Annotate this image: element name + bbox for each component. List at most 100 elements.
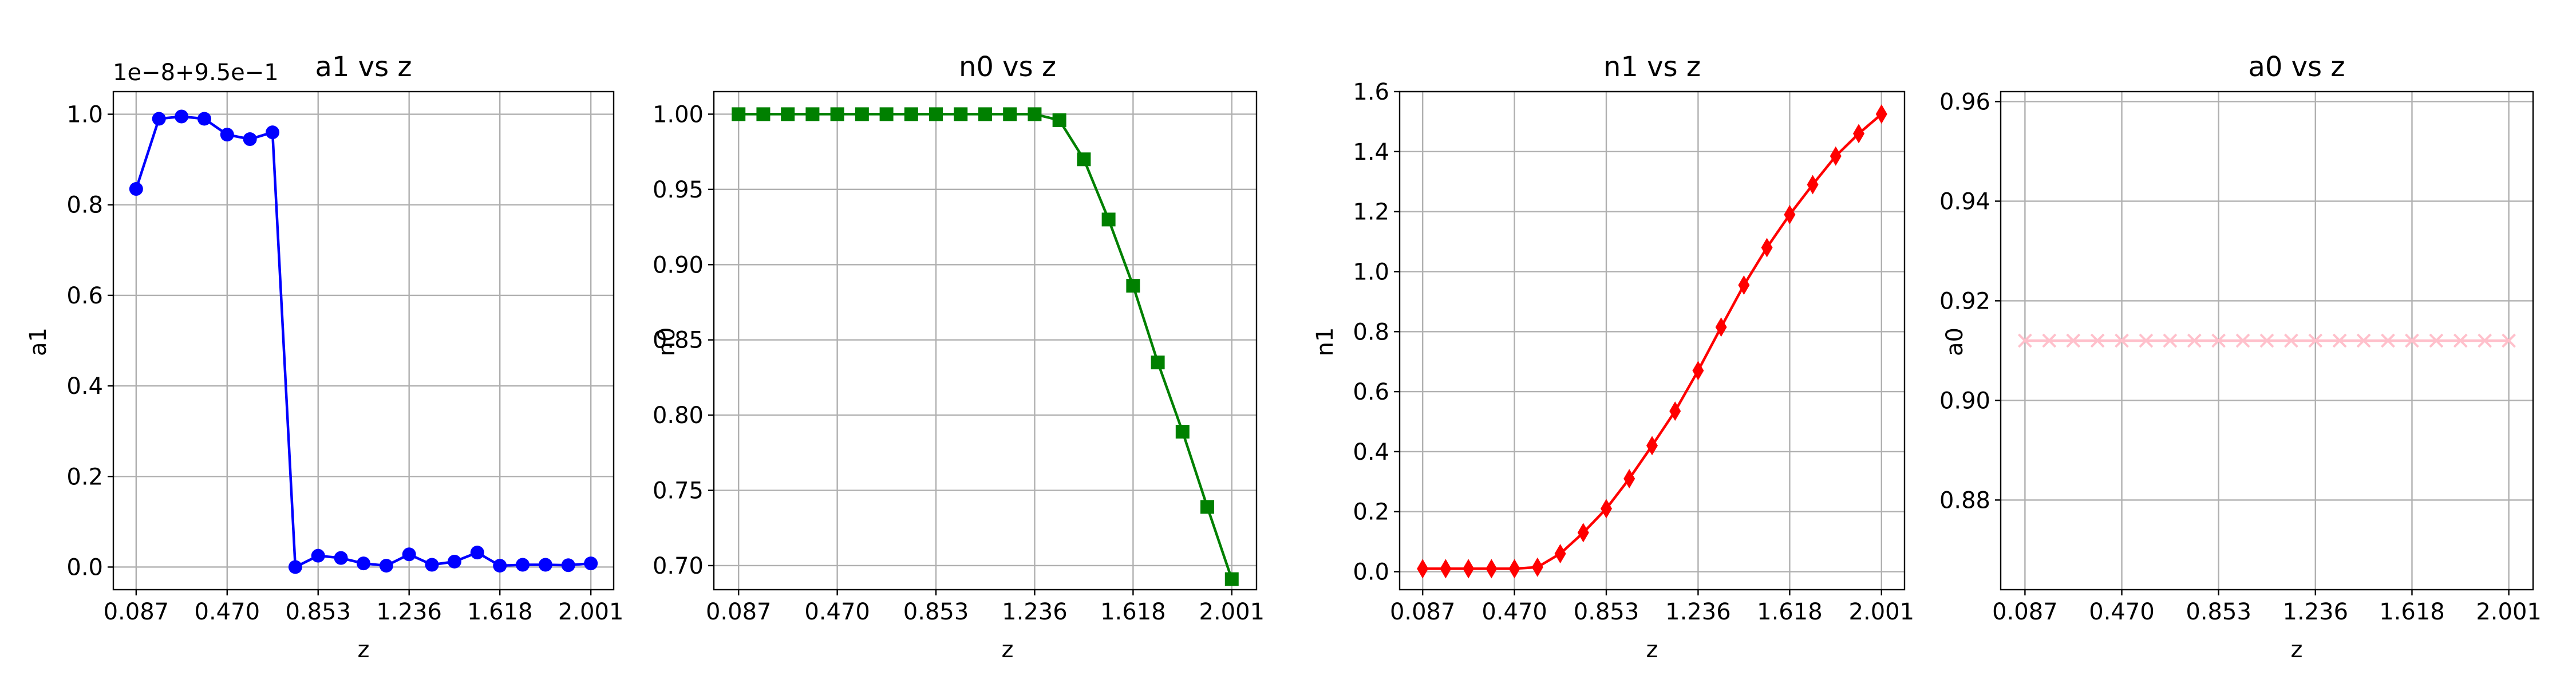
x-tick-label-a1: 0.853: [285, 599, 351, 625]
x-axis-label-n0: z: [1002, 637, 1014, 663]
data-point-a0: [2356, 333, 2371, 348]
x-tick-label-a0: 0.087: [1992, 599, 2058, 625]
y-tick-label-n1: 1.6: [1353, 79, 1389, 105]
y-axis-label-a1: a1: [25, 327, 52, 356]
data-point-n1: [1738, 275, 1750, 295]
data-point-a1: [357, 556, 370, 571]
data-point-a0: [2429, 333, 2444, 348]
data-point-n1: [1830, 146, 1842, 166]
y-tick-label-a1: 1.0: [66, 102, 103, 128]
y-tick-label-n0: 0.90: [653, 252, 704, 278]
data-point-a1: [152, 112, 166, 126]
data-point-n1: [1463, 559, 1475, 579]
x-tick-label-n0: 1.236: [1002, 599, 1068, 625]
data-point-n1: [1623, 469, 1635, 489]
series-line-a1: [135, 115, 591, 568]
data-point-a0: [2405, 333, 2419, 348]
y-axis-label-n1: n1: [1312, 327, 1338, 357]
data-point-n0: [904, 107, 918, 121]
data-point-a1: [402, 547, 416, 562]
data-point-n0: [805, 107, 820, 121]
plot-area-a0: 0.087 0.470 0.853 1.236 1.618 2.001 0.88 0.90 0.…: [1939, 89, 2542, 625]
panel-title-n0: n0 vs z: [959, 51, 1056, 83]
y-tick-label-n0: 1.00: [653, 101, 704, 128]
data-point-a1: [311, 548, 325, 563]
data-point-n1: [1554, 544, 1566, 564]
data-point-a1: [493, 559, 507, 573]
data-point-a1: [584, 556, 598, 571]
data-point-a0: [2453, 333, 2468, 348]
data-point-n1: [1692, 361, 1704, 381]
x-axis-label-n1: z: [1646, 637, 1658, 663]
y-tick-label-n0: 0.95: [653, 177, 704, 203]
data-point-n0: [1151, 356, 1165, 370]
y-tick-label-n1: 0.6: [1353, 379, 1389, 405]
data-point-n0: [1200, 500, 1215, 514]
data-point-n1: [1761, 238, 1773, 258]
x-tick-label-a0: 1.236: [2283, 599, 2349, 625]
data-point-a1: [220, 128, 234, 142]
data-point-n0: [954, 107, 968, 121]
data-point-n1: [1646, 436, 1658, 456]
panel-a0: a0 vs z z a0: [1942, 51, 2345, 663]
data-point-n0: [1003, 107, 1017, 121]
x-tick-label-n1: 0.853: [1574, 599, 1639, 625]
data-point-n0: [781, 107, 795, 121]
y-tick-label-n1: 1.2: [1353, 199, 1389, 226]
y-tick-label-n0: 0.75: [653, 478, 704, 504]
y-tick-label-a1: 0.8: [66, 192, 103, 219]
data-point-n0: [1224, 572, 1239, 586]
data-point-n0: [1077, 152, 1091, 167]
data-point-a1: [516, 558, 530, 572]
data-point-a0: [2115, 333, 2129, 348]
data-point-n0: [756, 107, 771, 121]
data-point-a1: [379, 559, 393, 573]
data-point-a0: [2235, 333, 2250, 348]
panel-title-a1: a1 vs z: [315, 51, 412, 83]
y-tick-label-n0: 0.85: [653, 327, 704, 354]
data-point-a0: [2283, 333, 2298, 348]
data-point-a0: [2163, 333, 2178, 348]
y-axis-label-n0: n0: [654, 327, 680, 357]
axes-frame-a1: [112, 90, 615, 591]
axes-frame-a0: [2000, 90, 2534, 591]
x-tick-label-n0: 1.618: [1100, 599, 1166, 625]
x-tick-label-a1: 0.470: [195, 599, 260, 625]
data-point-a0: [2332, 333, 2347, 348]
data-point-a0: [2211, 333, 2226, 348]
data-point-n0: [855, 107, 869, 121]
y-tick-label-a1: 0.6: [66, 283, 103, 309]
x-tick-label-a1: 2.001: [558, 599, 624, 625]
x-axis-label-a1: z: [358, 637, 370, 663]
data-point-n1: [1784, 204, 1796, 224]
data-point-n1: [1875, 104, 1887, 124]
data-point-a1: [538, 558, 552, 572]
x-tick-label-n1: 0.087: [1390, 599, 1456, 625]
data-point-a0: [2066, 333, 2081, 348]
y-tick-label-a1: 0.4: [66, 373, 103, 400]
data-point-n0: [1126, 279, 1140, 293]
x-tick-label-n1: 0.470: [1481, 599, 1547, 625]
data-point-n1: [1577, 523, 1589, 543]
series-line-n0: [738, 113, 1233, 580]
data-point-n0: [879, 107, 894, 121]
data-point-a1: [129, 182, 143, 196]
data-point-a0: [2187, 333, 2202, 348]
data-point-a1: [561, 558, 575, 572]
y-tick-label-n0: 0.80: [653, 402, 704, 429]
y-tick-label-a0: 0.92: [1939, 288, 1990, 314]
data-point-n0: [830, 107, 844, 121]
data-point-a0: [2478, 333, 2492, 348]
x-tick-label-n1: 1.618: [1757, 599, 1823, 625]
data-point-a1: [425, 558, 439, 572]
data-point-a0: [2259, 333, 2274, 348]
data-point-n1: [1531, 557, 1543, 577]
data-point-n1: [1601, 499, 1613, 519]
data-point-n1: [1807, 175, 1819, 195]
data-point-n1: [1485, 559, 1498, 579]
data-point-n1: [1853, 124, 1865, 144]
plot-area-n1: 0.087 0.470 0.853 1.236 1.618 2.001 0.0 0.2 0.4 0…: [1353, 79, 1914, 625]
data-point-n0: [1101, 212, 1116, 227]
y-tick-label-a0: 0.88: [1939, 487, 1990, 514]
y-tick-label-a1: 0.2: [66, 464, 103, 490]
